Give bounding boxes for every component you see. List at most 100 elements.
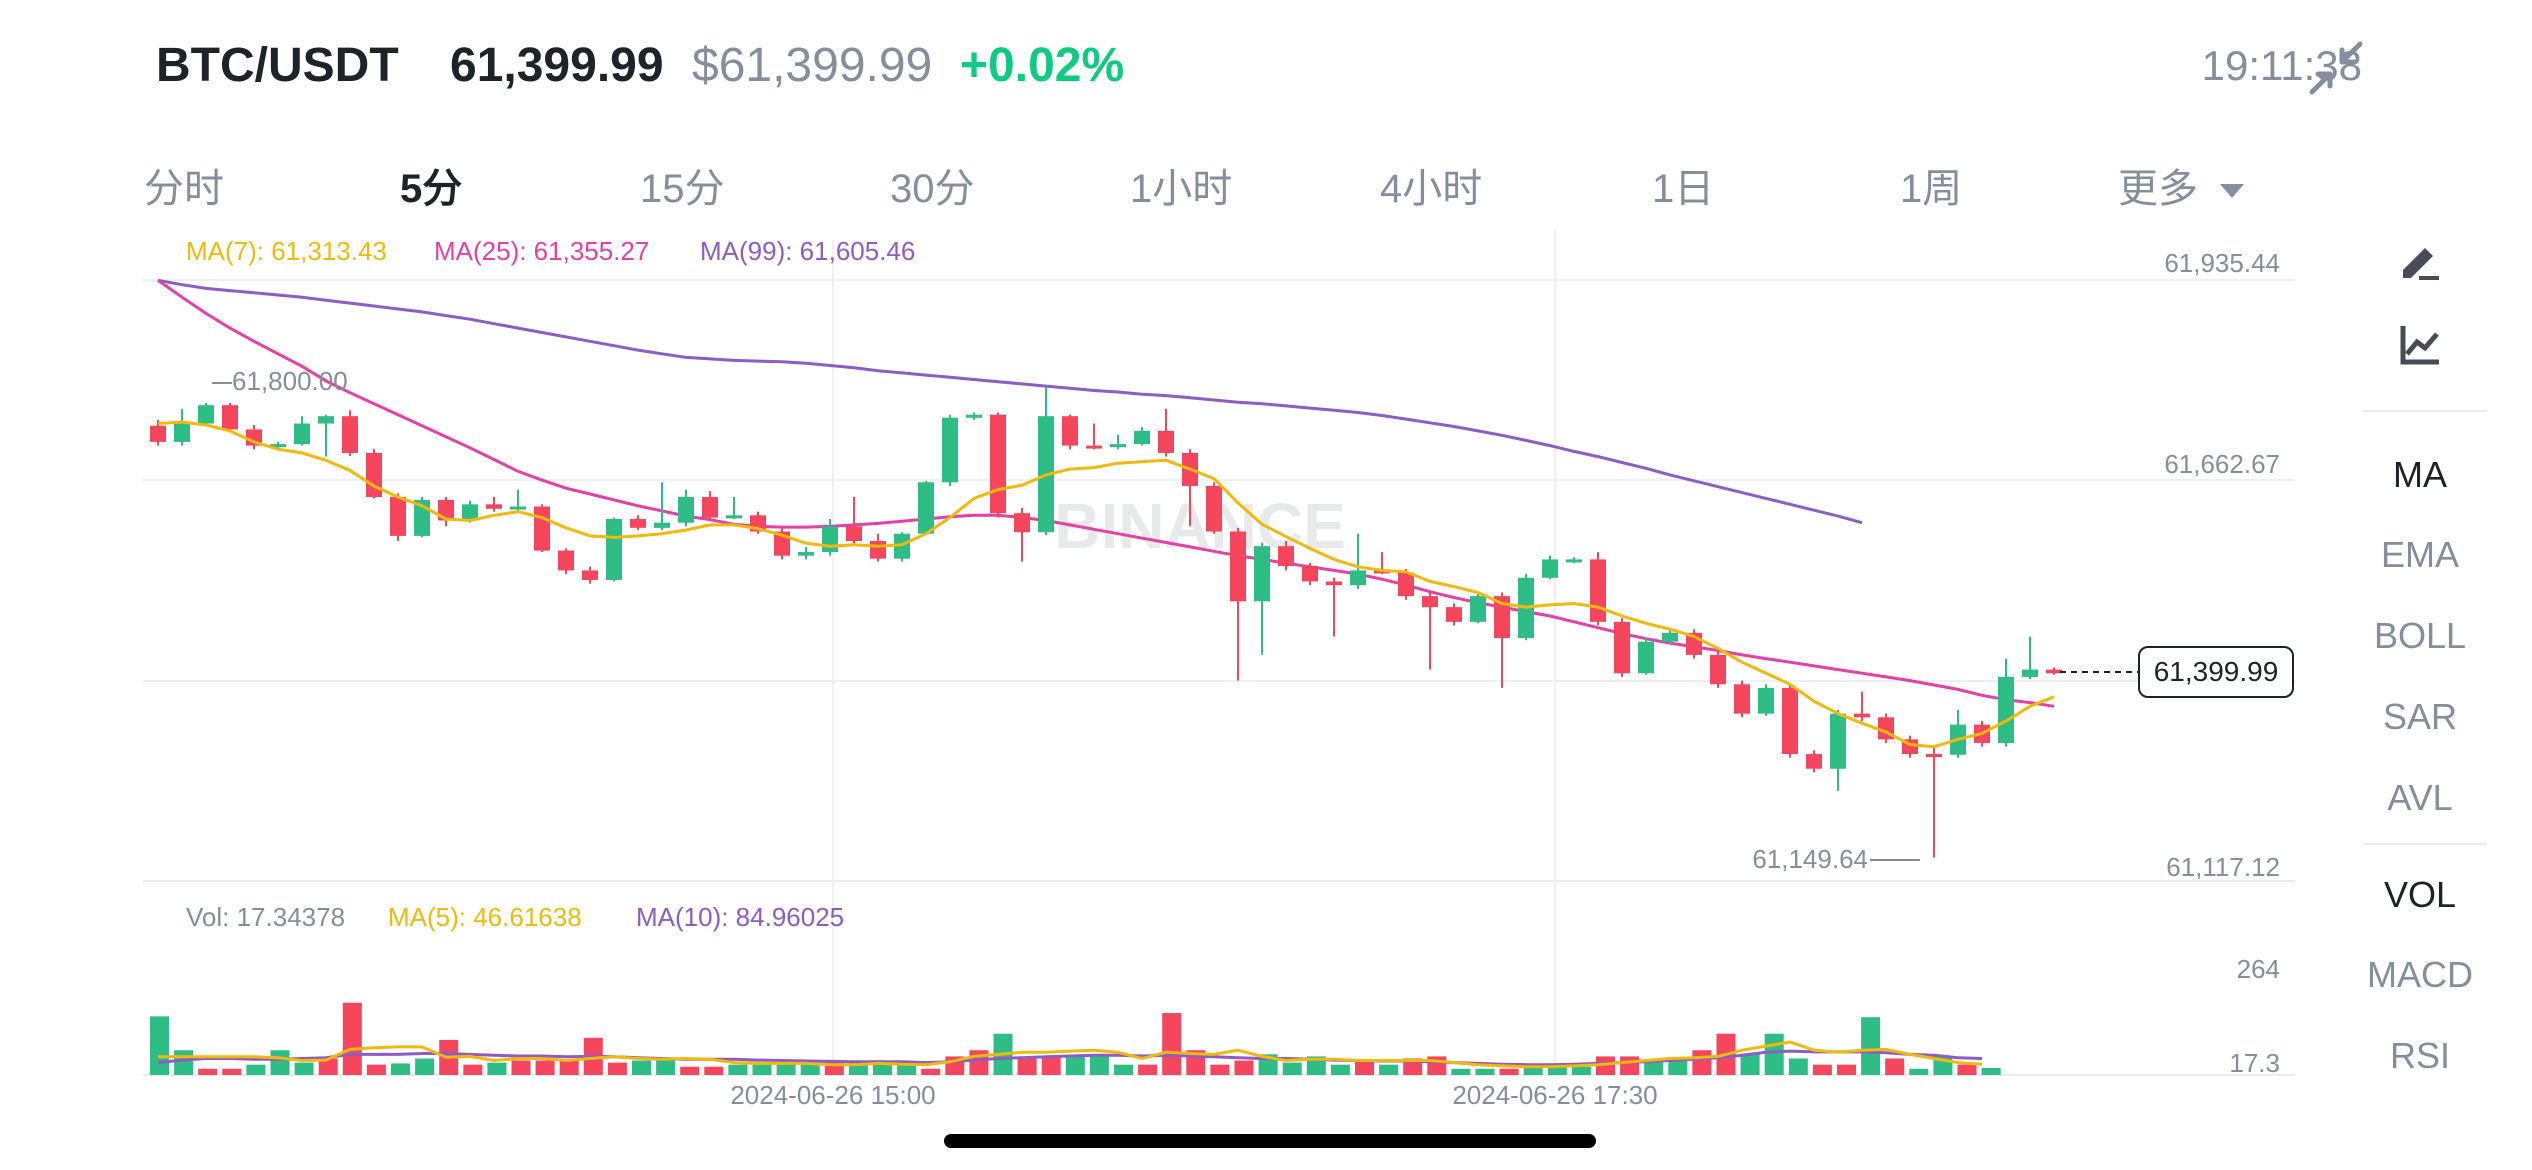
candle [510,489,526,512]
vol-ma5-legend: MA(5): 46.61638 [388,902,582,932]
candle-body [366,452,382,497]
candle [1446,603,1462,626]
candle-body [1302,566,1318,582]
volume-bar [559,1060,579,1075]
vol-ma10-line [157,1049,1983,1067]
tab-1d[interactable]: 1日 [1652,167,1715,211]
ma25-legend: MA(25): 61,355.27 [434,236,649,266]
volume-bar [1620,1056,1640,1075]
candle-body [174,423,190,442]
volume-bar [728,1064,748,1075]
candle-body [1470,596,1486,622]
candle [198,402,214,426]
indicator-vol[interactable]: VOL [2383,874,2457,915]
volume-bar [1861,1017,1881,1075]
volume-bar [921,1068,941,1075]
volume-bar [680,1066,700,1075]
vol-ma5-line [158,1040,1983,1069]
volume-bar [366,1064,386,1075]
candle [1086,423,1102,450]
volume-bar [1692,1050,1712,1075]
candle [1830,709,1846,791]
high-annotation: 61,800.00 [232,366,348,396]
tab-more[interactable]: 更多 [2118,156,2244,214]
candle [1230,527,1246,681]
indicator-ma[interactable]: MA [2393,454,2447,495]
candle [150,419,166,446]
volume-bar [1282,1062,1302,1075]
candle-body [870,541,886,559]
candle [2022,636,2038,680]
symbol[interactable]: BTC/USDT [156,39,399,92]
tab-30m[interactable]: 30分 [890,167,975,211]
indicator-avl[interactable]: AVL [2387,777,2453,818]
volume-bar [1234,1060,1254,1075]
indicator-rsi[interactable]: RSI [2389,1035,2450,1076]
candle [390,493,406,542]
volume-bar [1379,1064,1399,1075]
candle-body [726,515,742,519]
volume-bar [487,1062,507,1075]
last-price: 61,399.99 [450,39,664,92]
volume-bar [1571,1066,1591,1075]
candle [1878,713,1894,744]
candle [1014,507,1030,562]
volume-bar [1596,1056,1615,1075]
tab-1h[interactable]: 1小时 [1130,167,1233,211]
collapse-arrows-icon[interactable] [2308,40,2364,96]
volume-bar [1475,1068,1495,1075]
candle [342,410,358,456]
candle [1470,593,1486,624]
candle [942,414,958,486]
ma7-path [157,420,2055,749]
candle [654,482,670,531]
candle [1854,691,1870,721]
tab-4h[interactable]: 4小时 [1380,167,1483,211]
candle [1710,651,1726,688]
tab-timeline[interactable]: 分时 [144,167,224,211]
chart-indicator-icon[interactable] [2395,320,2445,370]
change-percent: +0.02% [960,39,1125,92]
candle-body [1590,559,1606,622]
draw-pen-icon[interactable] [2395,234,2445,284]
tab-15m[interactable]: 15分 [640,167,725,211]
candle [702,491,718,521]
candle-body [1542,559,1558,578]
indicator-macd[interactable]: MACD [2367,954,2473,995]
candle-body [2046,669,2062,674]
ma25-line [157,279,2055,708]
candle [1758,684,1774,716]
more-label: 更多 [2118,167,2198,211]
tab-5m[interactable]: 5分 [400,167,463,211]
volume-bar [776,1063,796,1075]
candle-body [1398,572,1414,597]
vol-tick-top: 264 [2237,954,2280,984]
candle [846,496,862,545]
candle-body [150,425,166,442]
candle [1422,592,1438,670]
volume-bar [632,1060,651,1075]
indicator-boll[interactable]: BOLL [2373,615,2467,656]
ma99-path [157,278,1863,525]
candle [1662,629,1678,644]
volume-bar [535,1060,555,1075]
volume-bar [463,1064,483,1075]
candle-body [1782,687,1798,755]
candle-body [630,519,646,528]
candle [174,408,190,446]
current-price-tag: 61,399.99 [2138,646,2294,698]
candle-body [1062,416,1078,446]
volume-bar [1355,1060,1374,1075]
tab-1w[interactable]: 1周 [1900,167,1963,211]
volume-bar [1957,1064,1977,1075]
candle-body [558,550,574,571]
candle [1638,637,1654,675]
candle-body [966,414,982,418]
candle-body [1254,546,1270,602]
volume-bar [1668,1060,1688,1075]
indicator-sar[interactable]: SAR [2382,696,2458,737]
indicator-ema[interactable]: EMA [2380,534,2459,575]
candle-body [1158,430,1174,453]
candle [726,496,742,520]
